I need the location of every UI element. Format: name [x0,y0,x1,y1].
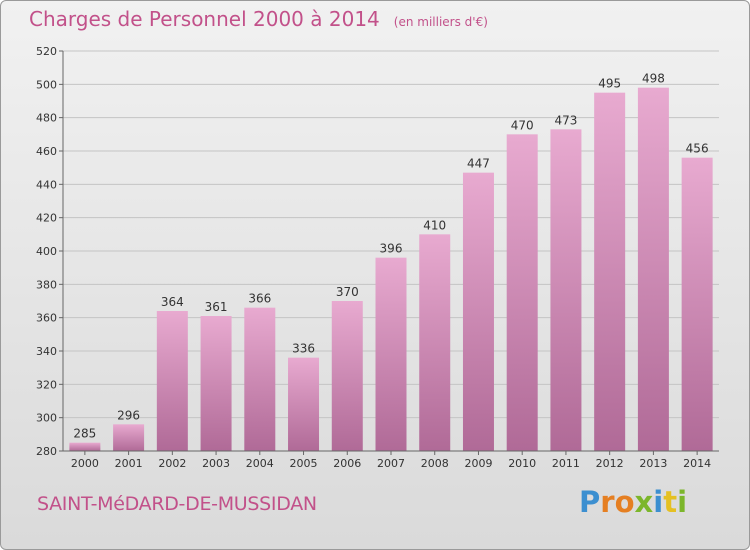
bar-2008 [419,234,451,451]
title-row: Charges de Personnel 2000 à 2014 (en mill… [29,7,488,31]
data-label-2001: 296 [117,408,140,422]
axis-layer: 280 300 320 340 360 380 400 420 440 460 480 500 520 2… [36,45,719,470]
logo-letter: r [600,485,615,519]
y-tick-label: 420 [36,212,57,225]
logo-letter: o [614,485,635,519]
x-tick-label-2007: 2007 [377,457,405,470]
bar-2000 [69,442,101,451]
x-tick-label-2001: 2001 [115,457,143,470]
bar-2004 [244,307,276,451]
data-label-2002: 364 [161,295,184,309]
x-tick-label-2013: 2013 [639,457,667,470]
bar-2012 [594,92,626,452]
y-tick-label: 300 [36,412,57,425]
x-tick-label-2005: 2005 [290,457,318,470]
y-tick-label: 340 [36,345,57,358]
x-tick-label-2014: 2014 [683,457,711,470]
data-label-2000: 285 [73,427,96,441]
bar-2014 [681,157,713,451]
logo-letter: t [663,485,678,519]
bar-2007 [375,257,407,451]
bar-2001 [113,424,145,451]
bar-2013 [637,87,669,452]
bar-2009 [462,172,494,451]
data-label-2014: 456 [686,142,709,156]
chart-title: Charges de Personnel 2000 à 2014 [29,7,380,31]
bar-2002 [156,311,188,451]
data-label-2004: 366 [248,292,271,306]
data-label-2012: 495 [598,77,621,91]
y-tick-label: 320 [36,378,57,391]
bar-2005 [288,357,320,451]
bar-layer: 285 296 364 361 366 336 370 396 410 447 470 473 495 4… [69,72,713,452]
logo-letter: x [634,485,654,519]
x-tick-label-2008: 2008 [421,457,449,470]
x-tick-label-2006: 2006 [333,457,361,470]
data-label-2011: 473 [554,113,577,127]
x-tick-label-2012: 2012 [596,457,624,470]
y-tick-label: 480 [36,112,57,125]
chart-subtitle: (en milliers d'€) [393,15,488,29]
logo-letter: P [579,485,601,519]
data-label-2008: 410 [423,218,446,232]
y-tick-label: 280 [36,445,57,458]
bar-2003 [200,316,232,451]
x-tick-label-2000: 2000 [71,457,99,470]
data-label-2007: 396 [380,242,403,256]
data-label-2010: 470 [511,118,534,132]
data-label-2013: 498 [642,72,665,86]
logo-letter: i [653,485,664,519]
data-label-2006: 370 [336,285,359,299]
x-tick-label-2003: 2003 [202,457,230,470]
x-tick-label-2002: 2002 [158,457,186,470]
x-tick-label-2010: 2010 [508,457,536,470]
x-tick-label-2009: 2009 [464,457,492,470]
logo-letter: i [677,485,688,519]
y-tick-label: 520 [36,45,57,58]
x-tick-label-2011: 2011 [552,457,580,470]
y-tick-label: 360 [36,312,57,325]
data-label-2005: 336 [292,342,315,356]
commune-name: SAINT-MéDARD-DE-MUSSIDAN [37,493,317,515]
x-tick-label-2004: 2004 [246,457,274,470]
y-tick-label: 500 [36,78,57,91]
y-tick-label: 400 [36,245,57,258]
proxiti-logo: Proxiti [579,485,687,519]
y-tick-label: 460 [36,145,57,158]
y-tick-label: 380 [36,278,57,291]
bar-2006 [331,301,363,451]
bar-2010 [506,134,538,452]
data-label-2009: 447 [467,157,490,171]
y-tick-label: 440 [36,178,57,191]
data-label-2003: 361 [205,300,228,314]
bar-2011 [550,129,582,452]
